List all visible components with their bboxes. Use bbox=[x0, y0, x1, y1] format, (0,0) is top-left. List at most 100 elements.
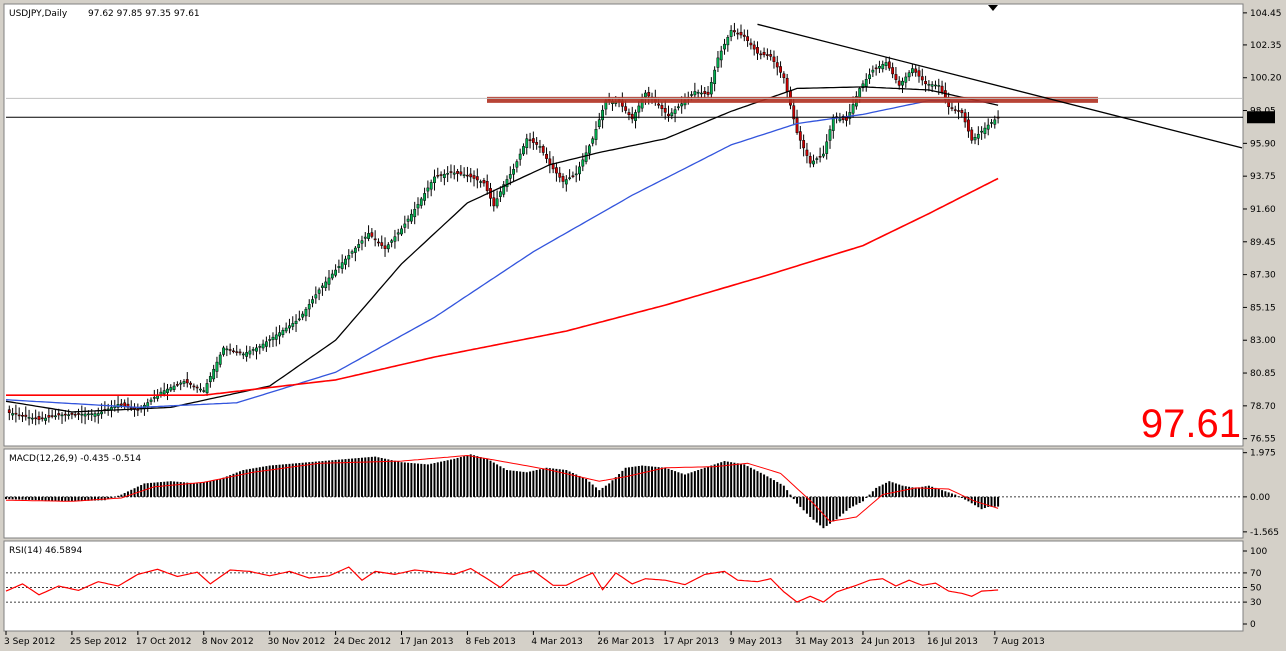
shift-marker-icon[interactable] bbox=[988, 5, 998, 11]
macd-bar bbox=[407, 462, 410, 497]
candle-body bbox=[541, 146, 545, 153]
candle bbox=[667, 105, 670, 122]
macd-bar bbox=[258, 467, 261, 497]
resistance-band bbox=[487, 96, 1098, 103]
macd-bar bbox=[430, 463, 433, 497]
candle-body bbox=[815, 158, 819, 160]
macd-bar bbox=[126, 491, 129, 497]
time-axis: 3 Sep 2012 25 Sep 2012 17 Oct 2012 8 Nov 20… bbox=[4, 631, 1045, 647]
candle-body bbox=[709, 82, 713, 95]
candle-body bbox=[301, 313, 305, 318]
candle bbox=[205, 378, 209, 396]
macd-bar bbox=[331, 460, 334, 497]
rsi-axis: 100 70 50 30 0 bbox=[1243, 547, 1267, 630]
macd-bar bbox=[77, 496, 80, 502]
candle-body bbox=[558, 172, 562, 178]
candle-body bbox=[729, 30, 733, 37]
candle-body bbox=[591, 138, 595, 144]
macd-bar bbox=[182, 482, 185, 497]
macd-bar bbox=[634, 466, 637, 497]
candle-body bbox=[739, 31, 743, 36]
macd-bar bbox=[950, 493, 953, 497]
macd-bar bbox=[130, 489, 133, 497]
candle-body bbox=[841, 116, 845, 120]
macd-bar bbox=[449, 459, 452, 497]
time-tick-label: 30 Nov 2012 bbox=[268, 637, 326, 647]
macd-bar bbox=[525, 472, 528, 497]
candle-body bbox=[690, 94, 693, 96]
candle-body bbox=[50, 415, 54, 417]
candle bbox=[578, 161, 581, 181]
macd-bar bbox=[403, 462, 406, 497]
macd-bar bbox=[387, 459, 390, 497]
candle bbox=[538, 139, 542, 153]
macd-bar bbox=[199, 482, 202, 497]
candle-body bbox=[185, 379, 189, 384]
candle-body bbox=[950, 107, 954, 109]
candle-body bbox=[505, 179, 509, 188]
macd-bar bbox=[64, 496, 67, 502]
candle bbox=[288, 318, 291, 334]
macd-bar bbox=[189, 482, 192, 497]
candle bbox=[960, 108, 964, 118]
macd-bar bbox=[380, 457, 383, 497]
macd-bar bbox=[370, 456, 373, 497]
candle bbox=[967, 111, 970, 138]
macd-bar bbox=[822, 496, 825, 529]
macd-bar bbox=[212, 480, 215, 497]
candle bbox=[57, 408, 61, 420]
macd-bar bbox=[496, 464, 499, 497]
macd-bar bbox=[637, 465, 640, 497]
candle bbox=[17, 407, 21, 420]
macd-bar bbox=[875, 487, 878, 497]
candle-body bbox=[80, 413, 84, 416]
candle bbox=[812, 154, 815, 168]
candle bbox=[479, 179, 483, 188]
macd-bar bbox=[298, 463, 301, 497]
candle bbox=[459, 165, 463, 177]
candle-body bbox=[990, 122, 993, 124]
candle bbox=[518, 148, 522, 166]
macd-bar bbox=[222, 477, 225, 497]
macd-bar bbox=[173, 481, 176, 497]
candle bbox=[363, 232, 367, 247]
macd-bar bbox=[479, 457, 482, 497]
candle bbox=[261, 339, 265, 351]
candle-body bbox=[571, 175, 575, 178]
candle bbox=[324, 276, 328, 292]
candle-body bbox=[723, 43, 726, 50]
descending-trendline bbox=[757, 23, 1243, 149]
candle bbox=[34, 409, 38, 426]
macd-bar bbox=[815, 496, 818, 523]
candle bbox=[24, 406, 28, 421]
candle bbox=[729, 25, 733, 42]
moving-average-line bbox=[5, 99, 999, 409]
candle bbox=[818, 147, 822, 163]
candle-body bbox=[208, 376, 212, 383]
macd-bar bbox=[100, 496, 103, 501]
candle bbox=[222, 345, 225, 357]
candle-body bbox=[601, 109, 604, 121]
candle bbox=[304, 306, 308, 322]
candle-body bbox=[475, 176, 479, 181]
macd-bar bbox=[512, 470, 515, 497]
macd-bar bbox=[621, 470, 624, 497]
macd-bar bbox=[351, 458, 354, 497]
macd-bar bbox=[881, 484, 884, 497]
moving-average-line bbox=[6, 177, 999, 396]
macd-bar bbox=[341, 459, 344, 497]
price-tick-label: 78.70 bbox=[1250, 402, 1276, 412]
candle bbox=[891, 62, 895, 79]
candle-body bbox=[733, 30, 736, 33]
macd-bar bbox=[983, 496, 986, 509]
macd-bar bbox=[324, 460, 327, 497]
candle-body bbox=[199, 388, 202, 391]
candle bbox=[386, 242, 390, 253]
candle bbox=[202, 387, 206, 393]
macd-bar bbox=[255, 467, 258, 497]
candle-body bbox=[57, 413, 61, 416]
candle bbox=[564, 175, 568, 192]
candle bbox=[406, 215, 410, 229]
macd-bar bbox=[291, 463, 294, 497]
macd-bar bbox=[456, 457, 459, 497]
